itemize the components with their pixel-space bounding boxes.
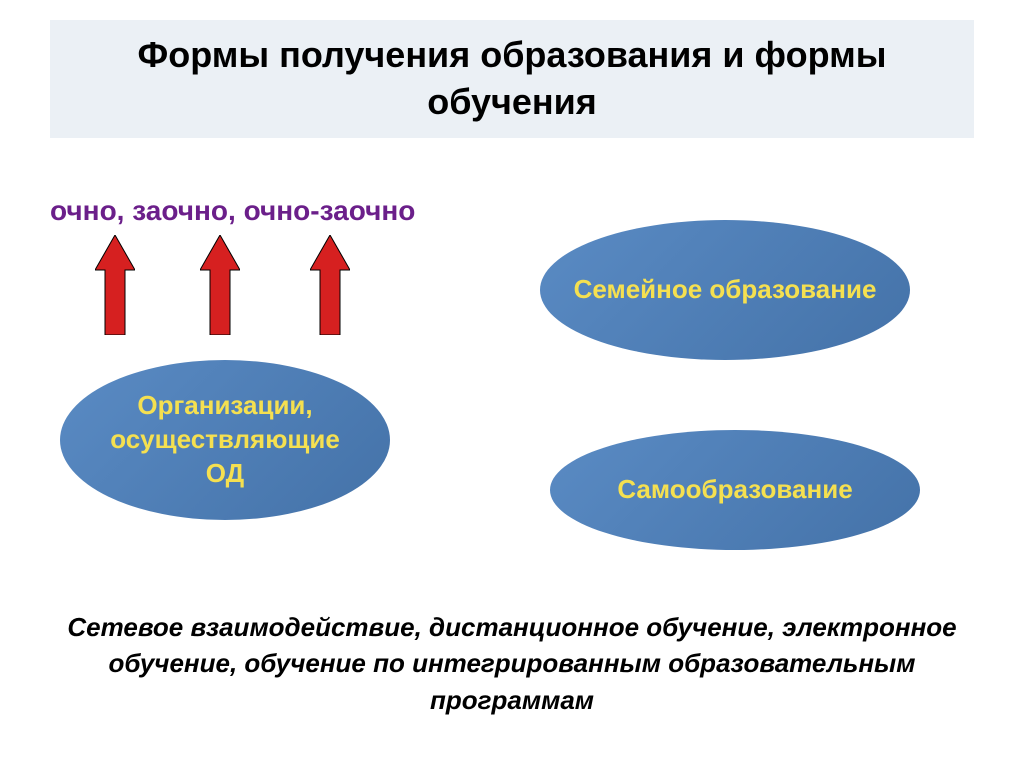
arrow-up-icon [95,235,135,335]
ellipse-family: Семейное образование [540,220,910,360]
ellipse-self-label: Самообразование [617,473,852,507]
forms-label: очно, заочно, очно-заочно [50,195,415,227]
footer-description: Сетевое взаимодействие, дистанционное об… [60,609,964,718]
page-title: Формы получения образования и формы обуч… [70,32,954,126]
arrow-up-icon [310,235,350,335]
ellipse-organization: Организации, осуществляющие ОД [60,360,390,520]
arrow-up-icon [200,235,240,335]
ellipse-family-label: Семейное образование [574,273,877,307]
title-container: Формы получения образования и формы обуч… [50,20,974,138]
ellipse-self-education: Самообразование [550,430,920,550]
ellipse-organization-label: Организации, осуществляющие ОД [90,389,360,490]
